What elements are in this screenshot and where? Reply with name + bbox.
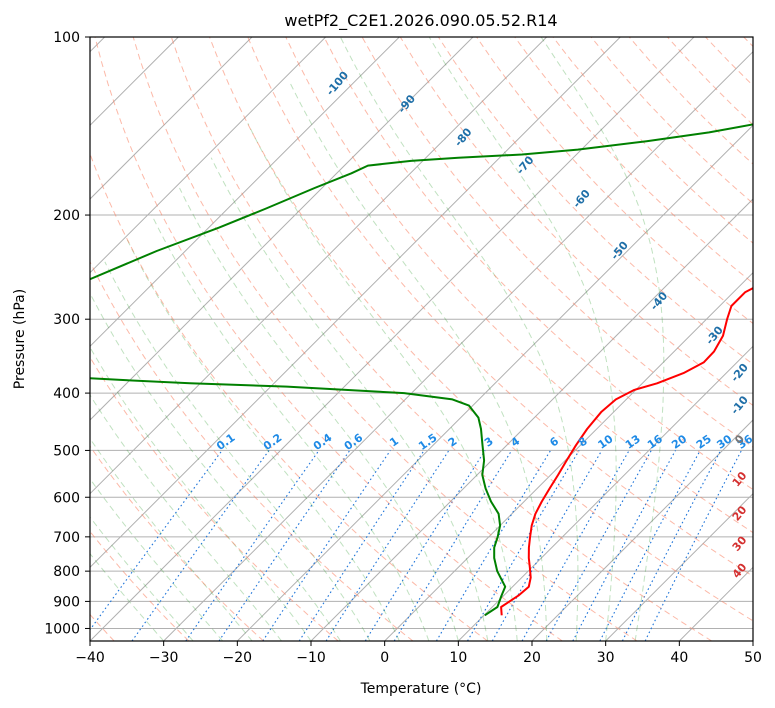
y-tick-label: 600 [53,490,80,506]
y-tick-label: 500 [53,443,80,459]
moist-adiabat-line [540,37,665,641]
y-tick-label: 1000 [44,621,80,637]
dewpoint-line [90,123,753,617]
dry-adiabat-line [90,445,264,641]
isotherm-line [605,492,753,641]
dry-adiabat-line [247,37,753,577]
x-tick-label: −40 [75,650,105,666]
x-tick-label: 40 [670,650,688,666]
moist-adiabat-line [90,292,341,641]
moist-adiabat-line [151,214,430,641]
dry-adiabat-line [170,37,712,641]
isotherm-line [90,37,327,274]
y-tick-label: 900 [53,594,80,610]
mixing-ratio-line [298,450,425,641]
mixing-ratio-line [467,450,580,641]
sounding-series [90,123,753,617]
y-axis-label: Pressure (hPa) [12,289,28,389]
y-tick-label: 100 [53,30,80,46]
mixing-ratio-lines [90,450,742,641]
x-tick-label: 30 [597,650,615,666]
dry-adiabat-line [476,37,753,325]
moist-adiabat-line [90,478,223,641]
dry-adiabat-line [514,37,753,284]
y-tick-label: 700 [53,530,80,546]
dry-adiabat-line [132,37,638,641]
isotherm-line [90,37,400,348]
mixing-ratio-line [572,450,676,641]
moist-adiabat-line [90,437,253,641]
isotherm-line [90,37,621,569]
x-tick-label: −10 [296,650,326,666]
x-tick-label: 0 [380,650,389,666]
y-tick-label: 200 [53,208,80,224]
moist-adiabat-line [247,123,518,641]
y-axis-ticks: 100 200 300 400 500 600 700 800 900 1000 [44,30,90,637]
dry-adiabat-line [323,37,753,491]
isotherm-line [90,37,548,495]
isotherm-line [90,37,253,200]
moist-adiabat-line [210,157,489,641]
dry-adiabat-line [94,37,563,641]
y-tick-label: 800 [53,564,80,580]
isotherm-line [384,271,753,641]
moist-adiabat-line [290,83,548,641]
moist-adiabat-line [179,187,459,641]
moist-adiabat-line [428,37,617,641]
x-axis-ticks: −40 −30 −20 −10 0 10 20 30 40 50 [75,641,762,666]
mixing-ratio-label: 36 [735,432,755,452]
isotherm-line [90,37,474,421]
dry-adiabats [90,37,753,641]
isotherm-line [531,419,753,641]
x-tick-label: 10 [449,650,467,666]
moist-adiabat-line [126,239,400,641]
isotherm-line [457,345,753,641]
isotherm-line [236,124,753,641]
moist-adiabat-line [90,516,194,641]
mixing-ratio-line [521,450,630,641]
x-tick-label: −30 [149,650,179,666]
moist-adiabat-line [90,394,282,641]
x-axis-label: Temperature (°C) [360,681,482,697]
dry-adiabat-line [90,260,414,641]
y-tick-label: 300 [53,312,80,328]
temperature-line [500,287,753,616]
isotherm-line [90,37,695,641]
mixing-ratio-line [262,450,391,641]
y-tick-label: 400 [53,386,80,402]
mixing-ratio-line [325,450,450,641]
mixing-ratio-line [545,450,652,641]
dry-adiabat-line [209,37,753,622]
mixing-ratio-line [435,450,552,641]
mixing-ratio-line [131,450,270,641]
dry-adiabat-line [90,356,339,641]
x-tick-label: 50 [744,650,762,666]
x-tick-label: 20 [523,650,541,666]
mixing-ratio-line [364,450,486,641]
dry-adiabat-line [285,37,753,534]
moist-adiabat-line [90,346,312,641]
moist-adiabats [90,37,665,641]
moist-adiabat-line [339,37,579,641]
mixing-ratio-line [393,450,513,641]
chart-title: wetPf2_C2E1.2026.090.05.52.R14 [284,11,557,31]
moist-adiabat-line [104,261,371,641]
plot-frame [89,36,754,642]
mixing-ratio-line [491,450,603,641]
x-tick-label: −20 [223,650,253,666]
